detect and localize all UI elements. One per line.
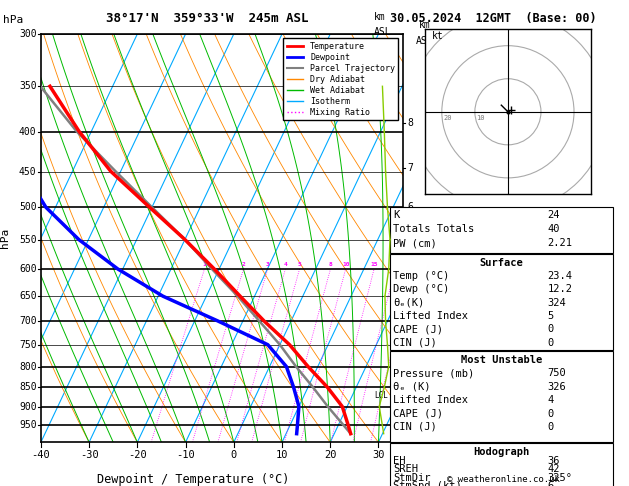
Text: © weatheronline.co.uk: © weatheronline.co.uk [447,474,560,484]
Text: EH: EH [393,456,406,466]
Text: 10: 10 [276,451,288,460]
Text: 3: 3 [266,262,270,267]
Text: 4: 4 [408,283,413,293]
Text: 25: 25 [408,262,415,267]
Text: 6: 6 [547,481,554,486]
Text: 3: 3 [408,321,413,331]
Text: 5: 5 [408,243,413,254]
Text: Dewpoint / Temperature (°C): Dewpoint / Temperature (°C) [97,473,289,486]
Text: 30.05.2024  12GMT  (Base: 00): 30.05.2024 12GMT (Base: 00) [391,12,597,25]
Text: 324: 324 [547,297,566,308]
Text: 500: 500 [19,202,36,212]
Text: ASL: ASL [415,36,433,46]
Text: 40: 40 [547,225,560,234]
Text: Lifted Index: Lifted Index [393,395,468,405]
Text: 5: 5 [298,262,301,267]
Text: LCL: LCL [374,391,388,399]
Text: hPa: hPa [3,15,23,25]
Text: -40: -40 [31,451,50,460]
Text: 650: 650 [19,291,36,301]
Text: 450: 450 [19,167,36,176]
Text: -30: -30 [80,451,99,460]
Text: 8: 8 [328,262,332,267]
Text: 0: 0 [231,451,237,460]
Text: 0: 0 [547,338,554,348]
Text: K: K [393,210,399,221]
Text: Totals Totals: Totals Totals [393,225,474,234]
Text: StmSpd (kt): StmSpd (kt) [393,481,462,486]
Text: 700: 700 [19,316,36,326]
Text: θₑ (K): θₑ (K) [393,382,431,392]
Legend: Temperature, Dewpoint, Parcel Trajectory, Dry Adiabat, Wet Adiabat, Isotherm, Mi: Temperature, Dewpoint, Parcel Trajectory… [284,38,398,121]
Text: 38°17'N  359°33'W  245m ASL: 38°17'N 359°33'W 245m ASL [106,12,309,25]
Text: 2.21: 2.21 [547,239,572,248]
Text: 10: 10 [477,115,485,121]
Text: Lifted Index: Lifted Index [393,311,468,321]
Text: 20: 20 [324,451,337,460]
Text: 750: 750 [547,368,566,378]
Text: ASL: ASL [374,27,392,37]
Text: -10: -10 [176,451,195,460]
Text: 0: 0 [547,409,554,418]
Text: PW (cm): PW (cm) [393,239,437,248]
Text: Surface: Surface [480,258,523,268]
Text: 900: 900 [19,401,36,412]
Text: Hodograph: Hodograph [474,447,530,457]
Text: 800: 800 [19,362,36,372]
Text: SREH: SREH [393,464,418,474]
Text: StmDir: StmDir [393,473,431,483]
Text: Temp (°C): Temp (°C) [393,271,449,281]
Text: 36: 36 [547,456,560,466]
Text: 300: 300 [19,29,36,39]
Text: 23.4: 23.4 [547,271,572,281]
Text: θₑ(K): θₑ(K) [393,297,425,308]
Text: hPa: hPa [0,228,9,248]
Text: 2: 2 [408,362,413,372]
Text: 1: 1 [203,262,206,267]
Text: -20: -20 [128,451,147,460]
Text: CIN (J): CIN (J) [393,422,437,432]
Text: Dewp (°C): Dewp (°C) [393,284,449,295]
Text: 12.2: 12.2 [547,284,572,295]
Text: 600: 600 [19,264,36,274]
Text: 550: 550 [19,235,36,244]
Text: 0: 0 [547,422,554,432]
Text: 1: 1 [408,401,413,412]
Text: 4: 4 [284,262,287,267]
Text: 6: 6 [408,202,413,212]
Text: CAPE (J): CAPE (J) [393,409,443,418]
Text: 950: 950 [19,420,36,430]
Text: 15: 15 [370,262,378,267]
Text: km: km [374,12,386,22]
Text: 750: 750 [19,340,36,350]
Text: 400: 400 [19,126,36,137]
Text: 850: 850 [19,382,36,392]
Text: kt: kt [432,31,443,41]
Text: 325°: 325° [547,473,572,483]
Text: 10: 10 [342,262,349,267]
Text: 326: 326 [547,382,566,392]
Text: 42: 42 [547,464,560,474]
Text: 20: 20 [391,262,399,267]
Text: Pressure (mb): Pressure (mb) [393,368,474,378]
Text: CIN (J): CIN (J) [393,338,437,348]
Text: 4: 4 [547,395,554,405]
Text: CAPE (J): CAPE (J) [393,324,443,334]
Text: 2: 2 [242,262,245,267]
Text: 24: 24 [547,210,560,221]
Text: 7: 7 [408,163,413,173]
Text: km: km [418,20,430,30]
Text: 350: 350 [19,81,36,91]
Text: 20: 20 [443,115,452,121]
Text: 30: 30 [372,451,385,460]
Text: 8: 8 [408,118,413,128]
Text: 5: 5 [547,311,554,321]
Text: Most Unstable: Most Unstable [461,355,542,365]
Text: 0: 0 [547,324,554,334]
